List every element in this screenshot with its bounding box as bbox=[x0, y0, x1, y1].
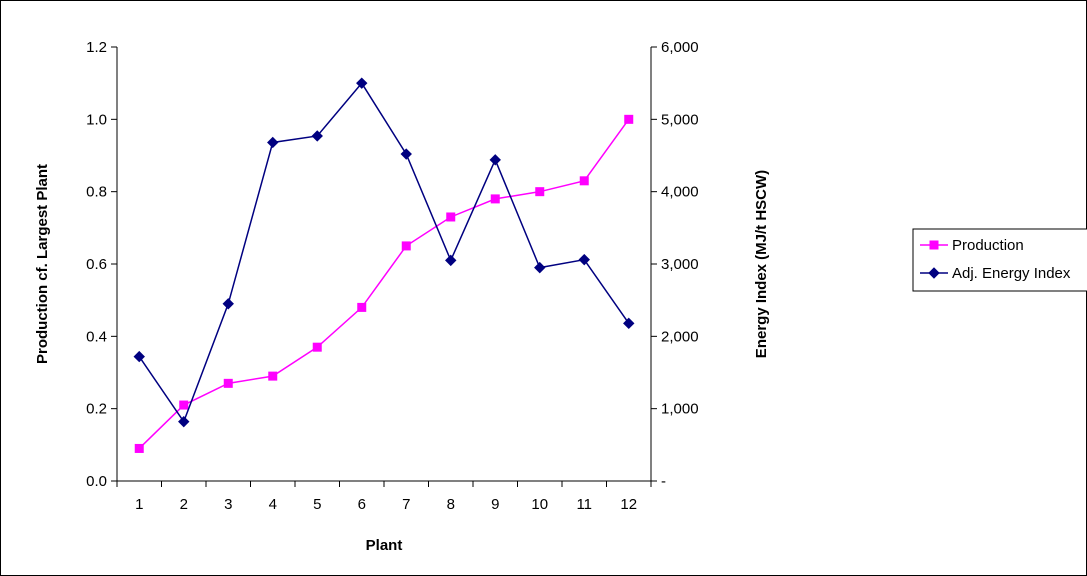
data-point bbox=[490, 194, 500, 204]
right-tick-label: 2,000 bbox=[661, 328, 699, 345]
x-tick-label: 10 bbox=[531, 496, 548, 513]
data-point bbox=[624, 114, 634, 124]
x-tick-label: 7 bbox=[402, 496, 410, 513]
data-point bbox=[579, 176, 589, 186]
data-point bbox=[222, 298, 234, 310]
legend-item: Adj. Energy Index bbox=[920, 265, 1071, 282]
data-point bbox=[401, 241, 411, 251]
right-tick-label: 4,000 bbox=[661, 184, 699, 201]
legend-box bbox=[912, 228, 1087, 292]
series-line bbox=[138, 81, 630, 424]
series-line bbox=[138, 118, 630, 449]
x-tick-label: 8 bbox=[447, 496, 455, 513]
data-point bbox=[223, 378, 233, 388]
right-tick-label: 3,000 bbox=[661, 256, 699, 273]
x-tick-label: 9 bbox=[491, 496, 499, 513]
data-point bbox=[400, 148, 412, 160]
data-point bbox=[578, 253, 590, 266]
x-tick-label: 12 bbox=[620, 496, 637, 513]
right-tick-label: 1,000 bbox=[661, 401, 699, 418]
right-tick-label: - bbox=[661, 473, 666, 490]
series-energy-index bbox=[133, 77, 635, 428]
data-point bbox=[312, 342, 322, 352]
series-production bbox=[134, 114, 634, 453]
data-point bbox=[356, 77, 368, 89]
legend-label: Production bbox=[952, 237, 1024, 254]
left-tick-label: 0.0 bbox=[86, 473, 107, 490]
data-point bbox=[357, 302, 367, 312]
right-tick-label: 5,000 bbox=[661, 111, 699, 128]
data-point bbox=[133, 350, 145, 363]
legend: Production Adj. Energy Index bbox=[912, 228, 1087, 292]
series-layer bbox=[133, 77, 635, 453]
x-tick-label: 11 bbox=[576, 496, 592, 513]
left-tick-label: 0.2 bbox=[86, 401, 107, 418]
left-tick-label: 0.4 bbox=[86, 328, 107, 345]
left-tick-label: 0.6 bbox=[86, 256, 107, 273]
y-axis-title: Production cf. Largest Plant bbox=[34, 164, 51, 364]
x-ticks: 1 2 3 4 5 6 7 8 9 10 11 12 bbox=[116, 481, 652, 513]
legend-marker bbox=[929, 240, 939, 250]
x-tick-label: 4 bbox=[269, 496, 277, 513]
left-tick-label: 1.0 bbox=[86, 111, 107, 128]
left-tick-label: 0.8 bbox=[86, 184, 107, 201]
left-tick-label: 1.2 bbox=[86, 39, 107, 56]
data-point bbox=[445, 254, 457, 267]
x-tick-label: 3 bbox=[224, 496, 232, 513]
legend-item: Production bbox=[920, 237, 1024, 254]
data-point bbox=[489, 154, 501, 166]
data-point bbox=[311, 130, 323, 142]
data-point bbox=[268, 371, 278, 381]
x-tick-label: 2 bbox=[180, 496, 188, 513]
data-point bbox=[534, 261, 546, 274]
x-tick-label: 1 bbox=[135, 496, 143, 513]
right-tick-label: 6,000 bbox=[661, 39, 699, 56]
data-point bbox=[446, 212, 456, 222]
y2-axis-title: Energy Index (MJ/t HSCW) bbox=[753, 170, 770, 358]
legend-label: Adj. Energy Index bbox=[952, 265, 1071, 282]
x-axis-title: Plant bbox=[366, 537, 403, 554]
data-point bbox=[179, 400, 189, 410]
data-point bbox=[134, 443, 144, 453]
data-point bbox=[178, 415, 190, 428]
left-y-ticks: 0.0 0.2 0.4 0.6 0.8 1.0 1.2 bbox=[86, 39, 117, 490]
legend-marker bbox=[928, 267, 940, 279]
data-point bbox=[623, 317, 635, 330]
data-point bbox=[267, 136, 279, 149]
data-point bbox=[535, 187, 545, 197]
x-tick-label: 5 bbox=[313, 496, 321, 513]
x-tick-label: 6 bbox=[358, 496, 366, 513]
right-y-ticks: - 1,000 2,000 3,000 4,000 5,000 6,000 bbox=[651, 39, 699, 490]
